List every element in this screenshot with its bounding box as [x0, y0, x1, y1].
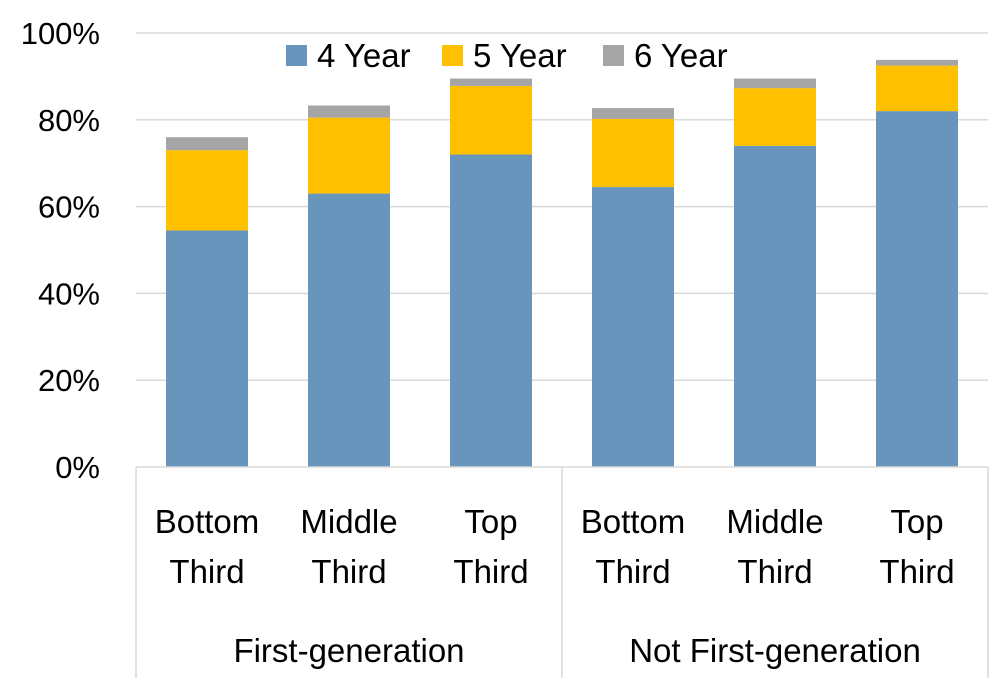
category-label: Third — [737, 553, 812, 590]
bar-segment — [876, 65, 958, 112]
bars — [166, 59, 958, 468]
category-label: Top — [464, 503, 517, 540]
legend: 4 Year 5 Year 6 Year — [286, 37, 728, 74]
bar-segment — [308, 117, 390, 194]
category-label: Third — [311, 553, 386, 590]
group-label: First-generation — [233, 632, 464, 669]
y-tick-label: 0% — [55, 450, 100, 485]
bar-segment — [166, 230, 248, 467]
legend-label: 5 Year — [473, 37, 567, 74]
x-axis-category-labels: Bottom Third Middle Third Top Third Bottom Thir… — [155, 503, 955, 669]
bar-segment — [450, 154, 532, 467]
bar-segment — [876, 59, 958, 66]
legend-swatch — [603, 45, 624, 66]
legend-label: 4 Year — [317, 37, 411, 74]
y-tick-label: 60% — [38, 190, 100, 225]
y-tick-label: 80% — [38, 103, 100, 138]
y-tick-label: 100% — [21, 16, 100, 51]
bar-segment — [734, 88, 816, 146]
category-label: Third — [453, 553, 528, 590]
bar-segment — [734, 78, 816, 89]
bar-segment — [876, 111, 958, 468]
legend-label: 6 Year — [634, 37, 728, 74]
bar-segment — [166, 137, 248, 151]
bar-segment — [592, 118, 674, 188]
legend-swatch — [286, 45, 307, 66]
legend-swatch — [442, 45, 463, 66]
category-label: Third — [595, 553, 670, 590]
category-label: Third — [879, 553, 954, 590]
category-label: Middle — [726, 503, 823, 540]
bar-segment — [166, 150, 248, 231]
bar-segment — [734, 145, 816, 467]
group-label: Not First-generation — [629, 632, 921, 669]
bar-segment — [592, 187, 674, 467]
bar-segment — [592, 108, 674, 119]
bar-segment — [308, 105, 390, 118]
bar-segment — [308, 193, 390, 467]
y-tick-label: 20% — [38, 363, 100, 398]
bar-segment — [450, 85, 532, 155]
gridlines — [136, 32, 988, 381]
y-tick-label: 40% — [38, 276, 100, 311]
category-label: Middle — [300, 503, 397, 540]
y-axis-tick-labels: 0% 20% 40% 60% 80% 100% — [21, 16, 100, 485]
category-label: Third — [169, 553, 244, 590]
bar-segment — [450, 78, 532, 86]
category-label: Top — [890, 503, 943, 540]
category-label: Bottom — [155, 503, 260, 540]
category-label: Bottom — [581, 503, 686, 540]
axes — [135, 466, 989, 678]
